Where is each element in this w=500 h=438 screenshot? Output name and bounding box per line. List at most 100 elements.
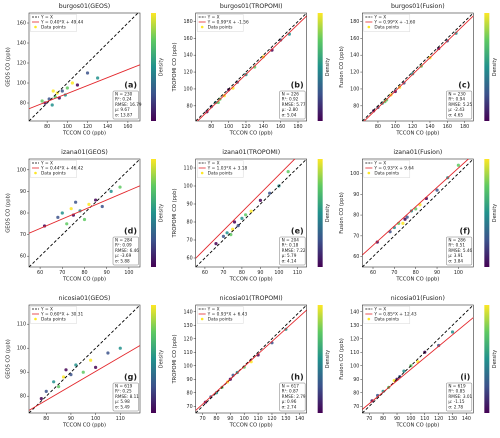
data-point	[85, 71, 90, 75]
colorbar-label: Density	[325, 204, 331, 222]
y-tick-label: 180	[184, 19, 193, 25]
y-tick-label: 90	[187, 377, 193, 383]
y-tick-label: 80	[353, 103, 359, 109]
legend-box	[30, 14, 77, 32]
y-tick-label: 100	[350, 86, 359, 92]
y-tick-label: 60	[353, 254, 359, 260]
x-tick-label: 110	[293, 270, 302, 276]
legend-points-swatch	[34, 171, 37, 175]
fit-line	[363, 15, 474, 121]
stats-text: N = 617	[282, 384, 300, 389]
y-tick-label: 110	[17, 322, 26, 328]
stats-text: N = 284	[115, 238, 133, 243]
data-point	[47, 97, 51, 101]
y-tick-label: 100	[17, 81, 26, 87]
y-tick-label: 140	[17, 41, 26, 47]
stats-text: R²: 0.18	[282, 243, 299, 248]
y-tick-label: 90	[187, 202, 193, 208]
x-tick-label: 80	[239, 270, 245, 276]
y-axis-label: GEOS CO (ppb)	[6, 47, 12, 87]
data-point	[437, 343, 441, 348]
y-axis-label: TROPOMI CO (ppb)	[172, 188, 178, 238]
stats-text: μ: -3.69	[115, 253, 132, 258]
x-tick-label: 60	[370, 270, 376, 276]
legend-points-swatch	[200, 171, 204, 175]
stats-box	[279, 236, 306, 266]
stats-text: N = 204	[282, 238, 300, 243]
y-tick-label: 140	[184, 309, 193, 315]
legend-box	[196, 14, 244, 32]
stats-box	[446, 382, 473, 412]
x-tick-label: 100	[224, 124, 233, 130]
stats-box	[446, 90, 473, 120]
x-tick-label: 90	[434, 270, 440, 276]
x-tick-label: 120	[408, 124, 417, 130]
colorbar	[317, 159, 323, 267]
legend-points-swatch	[34, 317, 37, 321]
panel-title: nicosia01(GEOS)	[59, 295, 111, 302]
stats-text: μ: 9.67	[115, 107, 130, 112]
data-point	[94, 198, 98, 202]
legend-box	[30, 160, 77, 178]
panel-title: burgos01(TROPOMI)	[220, 3, 283, 10]
stats-text: σ: 5.04	[282, 112, 297, 117]
stats-text: N = 230	[115, 92, 133, 97]
data-point	[96, 76, 100, 80]
y-tick-label: 100	[184, 184, 193, 190]
data-point	[60, 211, 64, 215]
stats-text: RMSE: 8.11	[115, 394, 139, 399]
y-tick-label: 180	[350, 19, 359, 25]
y-tick-label: 70	[187, 404, 193, 410]
panel-label: (h)	[291, 373, 304, 382]
x-tick-label: 130	[448, 416, 457, 422]
stats-text: R²: 0.87	[282, 389, 299, 394]
fit-line	[195, 159, 296, 259]
identity-line	[195, 159, 307, 267]
legend-label: Y = X	[373, 15, 386, 21]
stats-text: RMSE: 5.77	[282, 102, 306, 107]
x-tick-label: 70	[391, 270, 397, 276]
x-tick-label: 120	[241, 124, 250, 130]
y-tick-label: 70	[20, 232, 26, 238]
data-point	[51, 89, 55, 93]
data-point	[70, 81, 74, 85]
fit-line	[362, 159, 470, 256]
stats-text: μ: 5.79	[282, 253, 297, 258]
x-tick-label: 160	[276, 124, 285, 130]
legend-points-swatch	[200, 317, 204, 321]
x-tick-label: 140	[259, 124, 268, 130]
stats-text: R²: 0.51	[448, 243, 465, 248]
x-tick-label: 90	[227, 416, 233, 422]
x-tick-label: 140	[103, 124, 112, 130]
legend-box	[363, 306, 411, 324]
stats-box	[279, 382, 306, 412]
y-tick-label: 80	[20, 394, 26, 400]
stats-text: σ: 2.78	[448, 404, 463, 409]
data-point	[74, 363, 78, 367]
y-tick-label: 80	[20, 101, 26, 107]
data-point	[249, 209, 253, 213]
panel: nicosia01(TROPOMI) 70 80 90 100 110 120 130 140 7…	[172, 295, 331, 429]
legend-label: Data points	[374, 171, 400, 177]
plot-area	[195, 13, 307, 121]
data-point	[402, 369, 406, 373]
x-tick-label: 130	[281, 416, 290, 422]
legend-label: Y = X	[40, 307, 53, 313]
x-tick-label: 180	[460, 124, 469, 130]
data-point	[258, 198, 263, 202]
y-tick-label: 160	[17, 21, 26, 27]
y-tick-label: 80	[187, 390, 193, 396]
x-tick-label: 90	[394, 416, 400, 422]
y-tick-label: 100	[184, 86, 193, 92]
stats-text: μ: -1.15	[448, 399, 465, 404]
colorbar-label: Density	[492, 350, 498, 368]
colorbar	[151, 159, 156, 267]
x-tick-label: 100	[274, 270, 283, 276]
x-tick-label: 80	[380, 416, 386, 422]
panel: izana01(TROPOMI) 60 70 80 90 100 110 60 70 80 90 10…	[172, 149, 331, 283]
data-point	[450, 330, 455, 334]
data-point	[381, 389, 385, 393]
data-point	[60, 89, 64, 93]
legend-label: Y = X	[207, 15, 220, 21]
stats-text: RMSE: 16.79	[115, 102, 142, 107]
